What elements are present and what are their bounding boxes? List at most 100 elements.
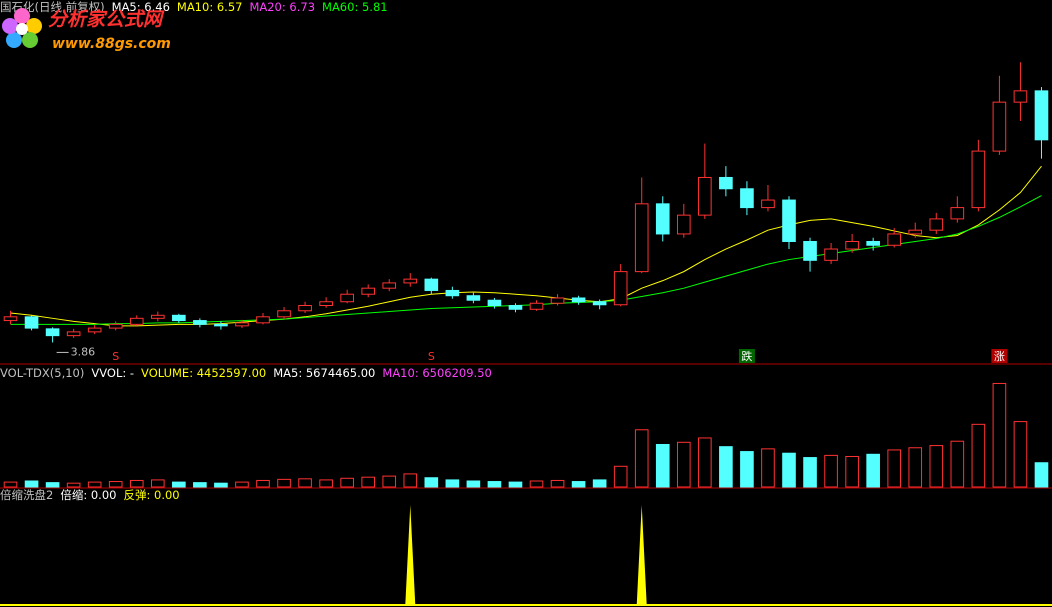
candle-body bbox=[193, 320, 207, 325]
candle-body bbox=[740, 188, 754, 209]
candle bbox=[256, 313, 270, 325]
candle-body bbox=[866, 240, 880, 246]
candle-body bbox=[466, 295, 481, 301]
candle bbox=[298, 301, 312, 314]
volume-bar bbox=[403, 473, 418, 488]
volume-bar bbox=[845, 455, 859, 488]
candle bbox=[445, 286, 460, 299]
candle bbox=[403, 273, 418, 287]
candle bbox=[235, 319, 249, 329]
candle bbox=[340, 289, 354, 304]
volume-bar bbox=[298, 478, 312, 488]
watermark: 分析家公式网 www.88gs.com bbox=[2, 8, 171, 52]
volume-bar bbox=[87, 481, 102, 488]
indicator-legend: MA10: 6.57 bbox=[176, 0, 243, 14]
candle-body bbox=[508, 305, 523, 310]
volume-bar bbox=[655, 443, 670, 488]
candle-body bbox=[950, 207, 965, 220]
candle-body bbox=[698, 176, 712, 216]
candle-body bbox=[487, 299, 502, 307]
candle-body bbox=[45, 328, 60, 337]
volume-bar bbox=[592, 479, 607, 488]
volume-bar bbox=[971, 423, 986, 488]
indicator-spike bbox=[636, 505, 647, 605]
candle bbox=[424, 277, 439, 295]
candle bbox=[529, 300, 544, 311]
volume-bar bbox=[172, 481, 186, 488]
volume-bar bbox=[887, 449, 902, 488]
candle bbox=[1034, 87, 1049, 159]
candle bbox=[803, 237, 817, 272]
signal-box bbox=[423, 349, 440, 363]
volume-bar bbox=[508, 481, 523, 488]
candle bbox=[319, 297, 333, 308]
volume-bar bbox=[382, 475, 397, 488]
volume-legend: VOLUME: 4452597.00 bbox=[141, 366, 267, 380]
signal-label: 跌 bbox=[741, 349, 752, 363]
candle bbox=[1013, 62, 1028, 121]
candle bbox=[992, 75, 1007, 155]
candle bbox=[698, 143, 712, 219]
candle-body bbox=[3, 316, 18, 322]
candle-body bbox=[108, 323, 123, 329]
indicator-header-text: 倍缩: 0.00 bbox=[60, 488, 117, 502]
candle bbox=[382, 279, 397, 292]
signal-box bbox=[107, 349, 124, 363]
volume-bar bbox=[550, 479, 565, 488]
volume-bar bbox=[676, 441, 691, 488]
candle bbox=[24, 315, 39, 331]
volume-bar bbox=[129, 479, 144, 488]
ma-line bbox=[10, 195, 1042, 325]
volume-bar bbox=[698, 437, 712, 488]
volume-legend: MA10: 6506209.50 bbox=[382, 366, 492, 380]
volume-bar bbox=[866, 453, 880, 488]
candle-body bbox=[277, 310, 291, 318]
indicator-legend: MA5: 6.46 bbox=[111, 0, 170, 14]
signal-label: S bbox=[112, 350, 119, 363]
candle-body bbox=[298, 305, 312, 312]
volume-bar bbox=[108, 481, 123, 488]
candle-body bbox=[1013, 90, 1028, 103]
candle bbox=[592, 299, 607, 310]
volume-bar bbox=[487, 481, 502, 488]
candle-body bbox=[676, 214, 691, 235]
volume-bar bbox=[66, 482, 81, 488]
candle-body bbox=[214, 323, 228, 327]
candle-body bbox=[634, 203, 649, 273]
candle bbox=[87, 325, 102, 335]
candle bbox=[655, 196, 670, 242]
candle bbox=[676, 203, 691, 238]
candle bbox=[550, 294, 565, 306]
candle-body bbox=[87, 327, 102, 333]
candle-body bbox=[719, 176, 733, 190]
volume-bar bbox=[613, 465, 628, 488]
volume-bar bbox=[424, 477, 439, 488]
volume-bar bbox=[319, 479, 333, 488]
candle bbox=[214, 321, 228, 330]
candle bbox=[887, 227, 902, 248]
signal-box bbox=[991, 349, 1008, 363]
candle bbox=[845, 233, 859, 253]
volume-bar bbox=[950, 440, 965, 488]
volume-header: VOL-TDX(5,10) VVOL: - VOLUME: 4452597.00 MA… bbox=[0, 366, 492, 380]
candle-body bbox=[908, 229, 923, 235]
candle bbox=[613, 264, 628, 307]
candle-body bbox=[655, 203, 670, 235]
candle-body bbox=[887, 233, 902, 246]
candle-body bbox=[382, 282, 397, 289]
candle-body bbox=[235, 322, 249, 327]
candle bbox=[3, 310, 18, 325]
candle bbox=[66, 328, 81, 338]
candle-body bbox=[24, 316, 39, 329]
volume-bar bbox=[193, 482, 207, 488]
candle bbox=[824, 242, 838, 265]
candle bbox=[761, 185, 775, 212]
watermark-logo bbox=[2, 8, 42, 48]
volume-bar bbox=[740, 451, 754, 488]
candle bbox=[571, 295, 586, 305]
candle-body bbox=[761, 199, 775, 209]
candle-body bbox=[529, 302, 544, 310]
candle bbox=[129, 315, 144, 326]
volume-bar bbox=[277, 478, 291, 488]
